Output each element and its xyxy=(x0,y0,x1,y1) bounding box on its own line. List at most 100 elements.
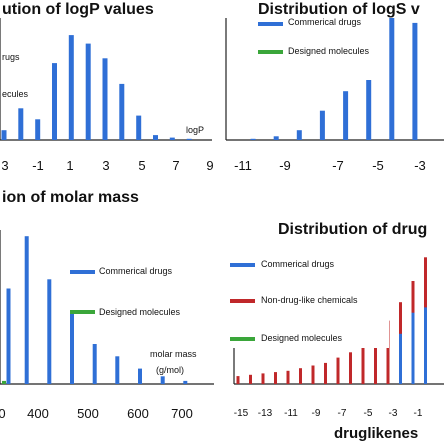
x-tick-label-logs-4: -3 xyxy=(414,158,426,173)
legend-label-logs-designed: Designed molecules xyxy=(288,46,370,56)
bar-drug-1-0 xyxy=(399,333,402,384)
x-axis-label-drug: druglikenes xyxy=(334,425,418,442)
bar-drug-0-2 xyxy=(261,373,265,384)
bar-logp-0-10 xyxy=(169,137,175,140)
bar-logs-0-6 xyxy=(366,54,372,140)
x-tick-label-drug-5: -5 xyxy=(364,408,373,419)
x-tick-label-logs-2: -7 xyxy=(332,158,344,173)
legend-box-logs xyxy=(232,34,377,80)
x-tick-label-mass-3: 600 xyxy=(127,406,149,421)
legend-swatch-drug-designed xyxy=(230,337,255,341)
x-tick-label-drug-0: -15 xyxy=(234,408,249,419)
bar-logs-0-2 xyxy=(273,136,279,140)
bar-drug-0-5 xyxy=(299,368,302,384)
x-tick-label-drug-1: -13 xyxy=(258,408,273,419)
bar-mass-0-7 xyxy=(160,376,165,384)
bar-mass-0-8 xyxy=(183,380,188,384)
chart-title-drug: Distribution of drug xyxy=(278,221,427,238)
x-tick-label-logp-6: 9 xyxy=(206,158,213,173)
x-axis-label-mass: molar mass xyxy=(150,349,197,359)
bar-drug-0-3 xyxy=(274,372,277,384)
x-tick-label-logp-4: 5 xyxy=(138,158,145,173)
bar-drug-1-1 xyxy=(411,312,415,384)
panel-logp: 3 -1 1 3 5 7 9 xyxy=(0,18,214,173)
x-tick-label-drug-6: -3 xyxy=(389,408,398,419)
bar-logp-0-7 xyxy=(119,83,125,140)
bar-logp-0-0 xyxy=(1,130,7,140)
bar-logp-0-9 xyxy=(153,135,158,140)
x-tick-label-logs-1: -9 xyxy=(279,158,291,173)
x-tick-label-mass-2: 500 xyxy=(77,406,99,421)
x-tick-label-drug-4: -7 xyxy=(338,408,347,419)
bar-mass-0-0 xyxy=(6,288,11,384)
x-tick-label-mass-4: 700 xyxy=(171,406,193,421)
panel-mass: 0 400 500 600 700 xyxy=(0,230,214,421)
bar-drug-0-0 xyxy=(236,376,240,384)
bar-mass-0-5 xyxy=(115,356,120,384)
legend-label-drug-commercial: Commerical drugs xyxy=(261,259,335,269)
bar-logs-0-7 xyxy=(389,18,395,140)
x-tick-label-logp-2: 1 xyxy=(66,158,73,173)
bar-logp-0-8 xyxy=(136,115,142,140)
bar-drug-0-4 xyxy=(286,370,290,384)
bar-drug-0-9 xyxy=(349,352,352,384)
bar-mass-0-3 xyxy=(70,311,74,384)
legend-swatch-logs-commercial xyxy=(258,22,283,26)
x-tick-label-mass-0: 0 xyxy=(0,406,6,421)
bar-logp-0-2 xyxy=(35,119,41,140)
legend-label-logp-designed: ecules xyxy=(2,89,29,99)
legend-swatch-logs-designed xyxy=(258,50,283,54)
bar-logp-0-11 xyxy=(186,138,192,140)
bar-logp-0-3 xyxy=(52,63,57,140)
bar-mass-1-0 xyxy=(2,380,6,384)
x-tick-label-logs-3: -5 xyxy=(372,158,384,173)
x-tick-label-logp-1: -1 xyxy=(32,158,44,173)
bar-logp-0-6 xyxy=(102,58,108,140)
legend-label-drug-nondrug: Non-drug-like chemicals xyxy=(261,295,358,305)
x-tick-label-logs-0: -11 xyxy=(234,158,252,173)
legend-label-logp-commercial: rugs xyxy=(2,52,20,62)
legend-swatch-drug-commercial xyxy=(230,263,255,267)
bar-logs-0-8 xyxy=(412,22,418,140)
bar-logs-0-1 xyxy=(250,138,256,140)
x-tick-label-logp-5: 7 xyxy=(172,158,179,173)
bar-logp-0-5 xyxy=(85,43,91,140)
bar-drug-0-10 xyxy=(361,344,365,384)
legend-label-mass-commercial: Commerical drugs xyxy=(99,266,173,276)
chart-title-logp: ution of logP values xyxy=(2,1,154,18)
x-tick-label-drug-7: -1 xyxy=(414,408,423,419)
bar-mass-0-2 xyxy=(47,279,52,384)
x-tick-label-logp-0: 3 xyxy=(1,158,8,173)
x-axis-unit-mass: (g/mol) xyxy=(156,365,184,375)
bar-logp-0-1 xyxy=(18,108,24,140)
bar-drug-0-11 xyxy=(374,333,377,384)
bar-logs-0-3 xyxy=(296,130,302,140)
panel-logs: -11 -9 -7 -5 -3 xyxy=(225,18,444,173)
chart-title-mass: ion of molar mass xyxy=(2,189,139,206)
legend-swatch-drug-nondrug xyxy=(230,299,255,303)
x-axis-label-logp: logP xyxy=(186,125,204,135)
x-tick-label-drug-3: -9 xyxy=(312,408,321,419)
bar-mass-0-1 xyxy=(24,236,29,384)
legend-swatch-mass-designed xyxy=(70,310,95,314)
bar-drug-0-1 xyxy=(249,374,252,384)
legend-swatch-mass-commercial xyxy=(70,270,95,274)
chart-title-logs: Distribution of logS v xyxy=(258,1,420,18)
bar-mass-0-4 xyxy=(92,344,97,384)
bar-logp-0-4 xyxy=(68,35,74,140)
bar-drug-1-2 xyxy=(424,307,427,384)
bar-logs-0-5 xyxy=(343,91,349,140)
x-tick-label-drug-2: -11 xyxy=(284,408,298,419)
x-tick-label-logp-3: 3 xyxy=(102,158,109,173)
bar-drug-0-8 xyxy=(336,357,340,384)
bar-mass-0-6 xyxy=(138,368,142,384)
legend-label-logs-commercial: Commerical drugs xyxy=(288,17,362,27)
legend-label-mass-designed: Designed molecules xyxy=(99,307,181,317)
bar-drug-0-6 xyxy=(311,365,315,384)
legend-label-drug-designed: Designed molecules xyxy=(261,333,343,343)
bar-drug-0-7 xyxy=(324,362,327,384)
bar-drug-0-12 xyxy=(386,320,390,384)
bar-logs-0-4 xyxy=(319,110,325,140)
x-tick-label-mass-1: 400 xyxy=(27,406,49,421)
